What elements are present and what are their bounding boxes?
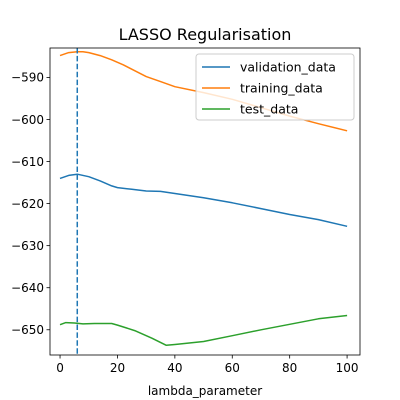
x-axis-label: lambda_parameter [148,384,262,398]
x-tick-label: 60 [225,361,240,375]
x-tick-label: 0 [56,361,64,375]
y-tick-label: −600 [11,113,44,127]
x-tick-label: 80 [282,361,297,375]
y-tick-label: −590 [11,71,44,85]
y-axis: −590 −600 −610 −620 −630 −640 −650 [11,71,50,337]
legend-entry-test_data: test_data [240,102,298,117]
legend: validation_data training_data test_data [195,53,355,121]
legend-frame [195,53,355,121]
x-tick-label: 20 [110,361,125,375]
legend-entry-validation_data: validation_data [240,60,336,75]
y-tick-label: −640 [11,281,44,295]
y-tick-label: −650 [11,323,44,337]
x-tick-label: 100 [336,361,359,375]
y-tick-label: −620 [11,197,44,211]
series-line-test_data [59,314,348,347]
x-axis: 0 20 40 60 80 100 [56,355,359,375]
y-tick-label: −610 [11,155,44,169]
chart-title: LASSO Regularisation [119,25,292,44]
series-line-validation_data [59,173,348,228]
x-tick-label: 40 [167,361,182,375]
y-tick-label: −630 [11,239,44,253]
legend-entry-training_data: training_data [240,81,323,96]
axes-frame [49,47,361,356]
